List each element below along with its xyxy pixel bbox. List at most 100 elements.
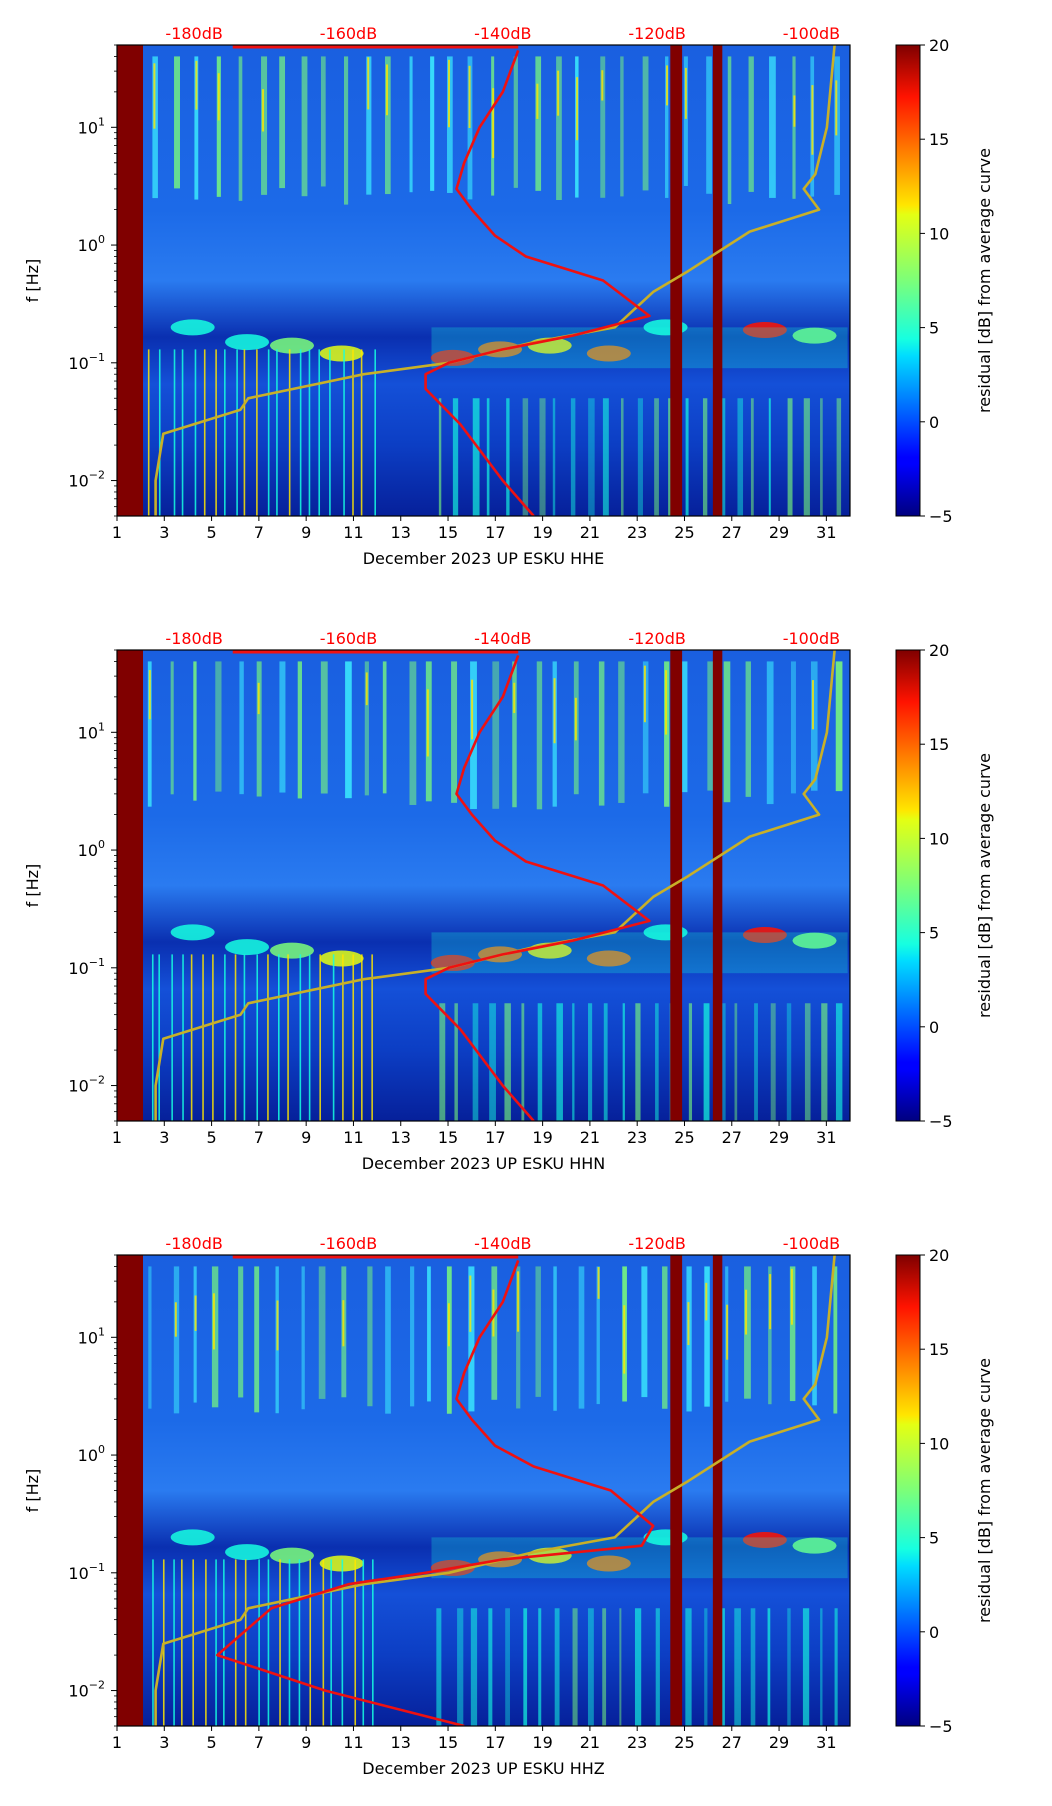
lf-spike	[371, 954, 373, 1121]
lf-spike	[308, 349, 311, 516]
y-axis-label: f [Hz]	[23, 864, 42, 908]
lf-spike	[343, 349, 345, 516]
hf-streak	[427, 1266, 431, 1402]
hf-hotspot	[726, 1304, 729, 1360]
hf-streak	[366, 56, 372, 195]
lf-spike	[319, 954, 321, 1121]
lf-spike	[173, 349, 176, 516]
lf-column	[539, 398, 546, 516]
hf-hotspot	[684, 67, 687, 119]
lf-column	[538, 1608, 542, 1726]
microseism-peak	[586, 1555, 631, 1572]
hf-streak	[766, 661, 774, 805]
lf-column	[704, 1608, 708, 1726]
hf-hotspot	[367, 57, 370, 110]
hf-hotspot	[687, 1302, 690, 1346]
hf-hotspot	[666, 65, 669, 106]
masked-band	[670, 1255, 683, 1726]
lf-spike	[215, 349, 217, 516]
lf-spike	[192, 1559, 194, 1726]
hf-streak	[835, 661, 843, 792]
hf-hotspot	[471, 679, 474, 740]
hf-streak	[641, 1266, 648, 1398]
lf-spike	[287, 954, 289, 1121]
hf-streak	[193, 1266, 197, 1403]
hf-hotspot	[217, 73, 220, 121]
x-tick-label: 27	[722, 1128, 742, 1147]
spectrogram-panel-1	[117, 650, 850, 1121]
lf-column	[734, 1608, 741, 1726]
microseism-peak	[792, 932, 837, 949]
hf-streak	[642, 56, 649, 191]
lf-spike	[181, 1559, 183, 1726]
lf-spike	[332, 954, 335, 1121]
colorbar-tick-label: 5	[929, 1529, 939, 1548]
lf-spike	[352, 954, 355, 1121]
y-tick-label: 101	[78, 115, 105, 137]
x-tick-label: 19	[532, 523, 552, 542]
hf-streak	[170, 661, 174, 795]
lf-spike	[267, 349, 270, 516]
hf-streak	[683, 56, 688, 186]
hf-hotspot	[468, 65, 471, 128]
colorbar-tick-label: 10	[929, 224, 949, 243]
lf-column	[470, 1608, 478, 1726]
lf-column	[634, 1608, 642, 1726]
hf-streak	[320, 56, 326, 187]
lf-column	[602, 1608, 607, 1726]
x-tick-label: 1	[112, 1128, 122, 1147]
lf-spike	[236, 349, 238, 516]
lf-spike	[203, 349, 206, 516]
x-tick-label: 31	[816, 1733, 836, 1752]
x-tick-label: 25	[674, 1128, 694, 1147]
masked-band	[712, 45, 723, 516]
y-tick-label: 10−1	[68, 956, 105, 978]
x-tick-label: 21	[580, 1733, 600, 1752]
db-scale-label: -120dB	[628, 1234, 685, 1253]
lf-spike	[147, 349, 150, 516]
microseism-peak	[430, 954, 475, 971]
hf-streak	[492, 661, 500, 809]
hf-hotspot	[745, 1289, 748, 1335]
db-scale-label: -140dB	[474, 1234, 531, 1253]
hf-streak	[578, 1266, 585, 1409]
lf-spike	[329, 349, 331, 516]
hf-streak	[238, 56, 243, 201]
hf-streak	[681, 661, 688, 793]
hf-streak	[409, 661, 417, 805]
hf-streak	[704, 1266, 710, 1407]
lf-spike	[308, 954, 311, 1121]
lf-spike	[361, 954, 363, 1121]
lf-spike	[362, 1559, 365, 1726]
average-psd-curve	[424, 654, 651, 1121]
hf-streak	[598, 661, 605, 806]
hf-streak	[215, 661, 222, 792]
hf-hotspot	[517, 1271, 520, 1332]
lf-spike	[352, 349, 354, 516]
y-tick-label: 101	[78, 720, 105, 742]
lf-column	[602, 398, 609, 516]
hf-streak	[600, 56, 606, 198]
hf-hotspot	[365, 672, 368, 706]
hf-hotspot	[469, 1275, 472, 1332]
lf-column	[734, 1003, 738, 1121]
x-axis-label: December 2023 UP ESKU HHZ	[362, 1759, 604, 1778]
hf-streak	[792, 56, 796, 199]
hf-hotspot	[148, 670, 151, 720]
hf-hotspot	[195, 60, 198, 110]
x-tick-label: 3	[159, 523, 169, 542]
y-axis-label: f [Hz]	[23, 259, 42, 303]
x-tick-label: 15	[438, 1128, 458, 1147]
y-axis-label: f [Hz]	[23, 1469, 42, 1513]
x-tick-label: 13	[391, 1733, 411, 1752]
lf-spike	[234, 954, 237, 1121]
x-tick-label: 27	[722, 1733, 742, 1752]
db-scale-label: -160dB	[320, 629, 377, 648]
spectrogram-panel-0	[117, 45, 850, 516]
db-scale-label: -100dB	[783, 629, 840, 648]
lf-column	[768, 398, 771, 516]
hf-hotspot	[194, 1295, 197, 1331]
x-tick-label: 29	[769, 1733, 789, 1752]
x-tick-label: 3	[159, 1128, 169, 1147]
lf-column	[821, 1003, 828, 1121]
